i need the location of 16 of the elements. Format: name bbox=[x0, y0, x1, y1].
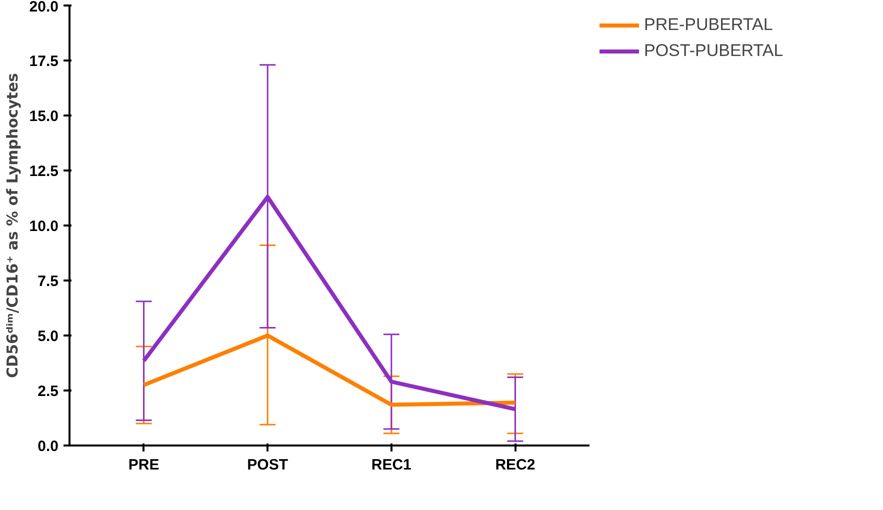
y-tick-label: 10.0 bbox=[29, 218, 59, 235]
y-tick-label: 0.0 bbox=[38, 438, 59, 455]
y-tick-label: 20.0 bbox=[29, 0, 59, 16]
y-tick-label: 12.5 bbox=[29, 163, 59, 180]
x-tick-label: REC1 bbox=[371, 456, 412, 474]
y-tick-label: 7.5 bbox=[38, 273, 59, 290]
y-tick-label: 2.5 bbox=[38, 383, 59, 400]
y-tick-label: 15.0 bbox=[29, 108, 59, 125]
y-tick-label: 5.0 bbox=[38, 328, 59, 345]
legend-label: PRE-PUBERTAL bbox=[644, 15, 773, 35]
x-tick-label: POST bbox=[247, 456, 288, 474]
x-tick-label: REC2 bbox=[495, 456, 536, 474]
x-tick-label: PRE bbox=[128, 456, 160, 474]
y-tick-label: 17.5 bbox=[29, 53, 59, 70]
y-axis-title: CD56ᵈⁱᵐ/CD16⁺ as % of Lymphocytes bbox=[3, 72, 22, 378]
legend-label: POST-PUBERTAL bbox=[644, 41, 784, 61]
